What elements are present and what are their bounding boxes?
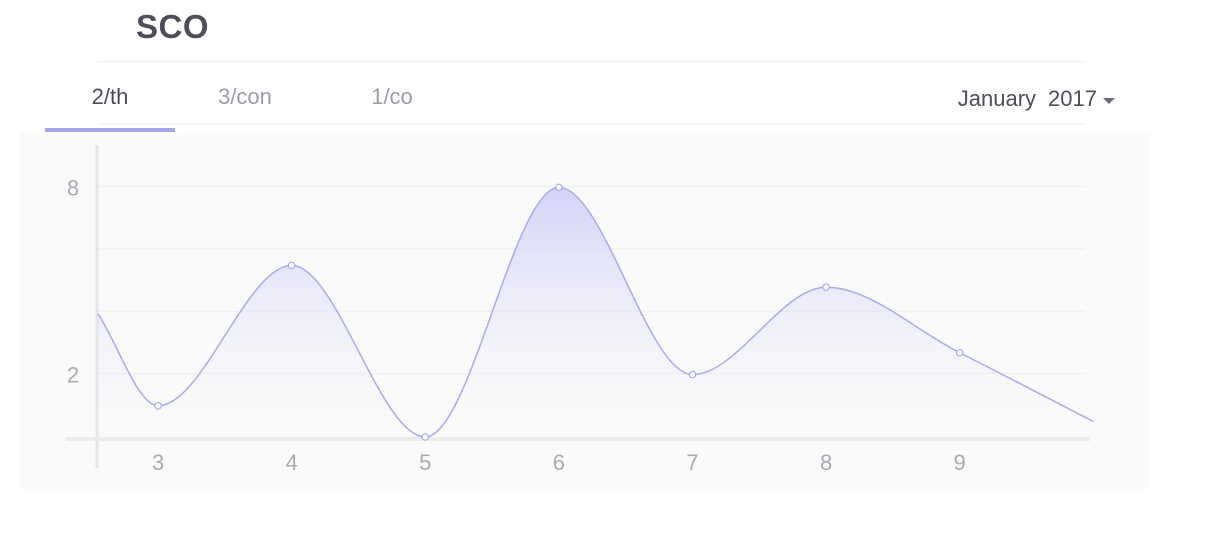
period-month: January [957,86,1037,111]
period-selector[interactable]: January 2017 [958,86,1115,112]
caret-down-icon [1103,97,1115,104]
chart-panel [20,133,1150,489]
tab-2-th[interactable]: 2/th [45,84,175,132]
period-year: 2017 [1048,86,1097,111]
tab-3-con[interactable]: 3/con [218,84,272,109]
page-title: SCO [136,8,210,45]
tab-1-co[interactable]: 1/co [371,84,413,109]
